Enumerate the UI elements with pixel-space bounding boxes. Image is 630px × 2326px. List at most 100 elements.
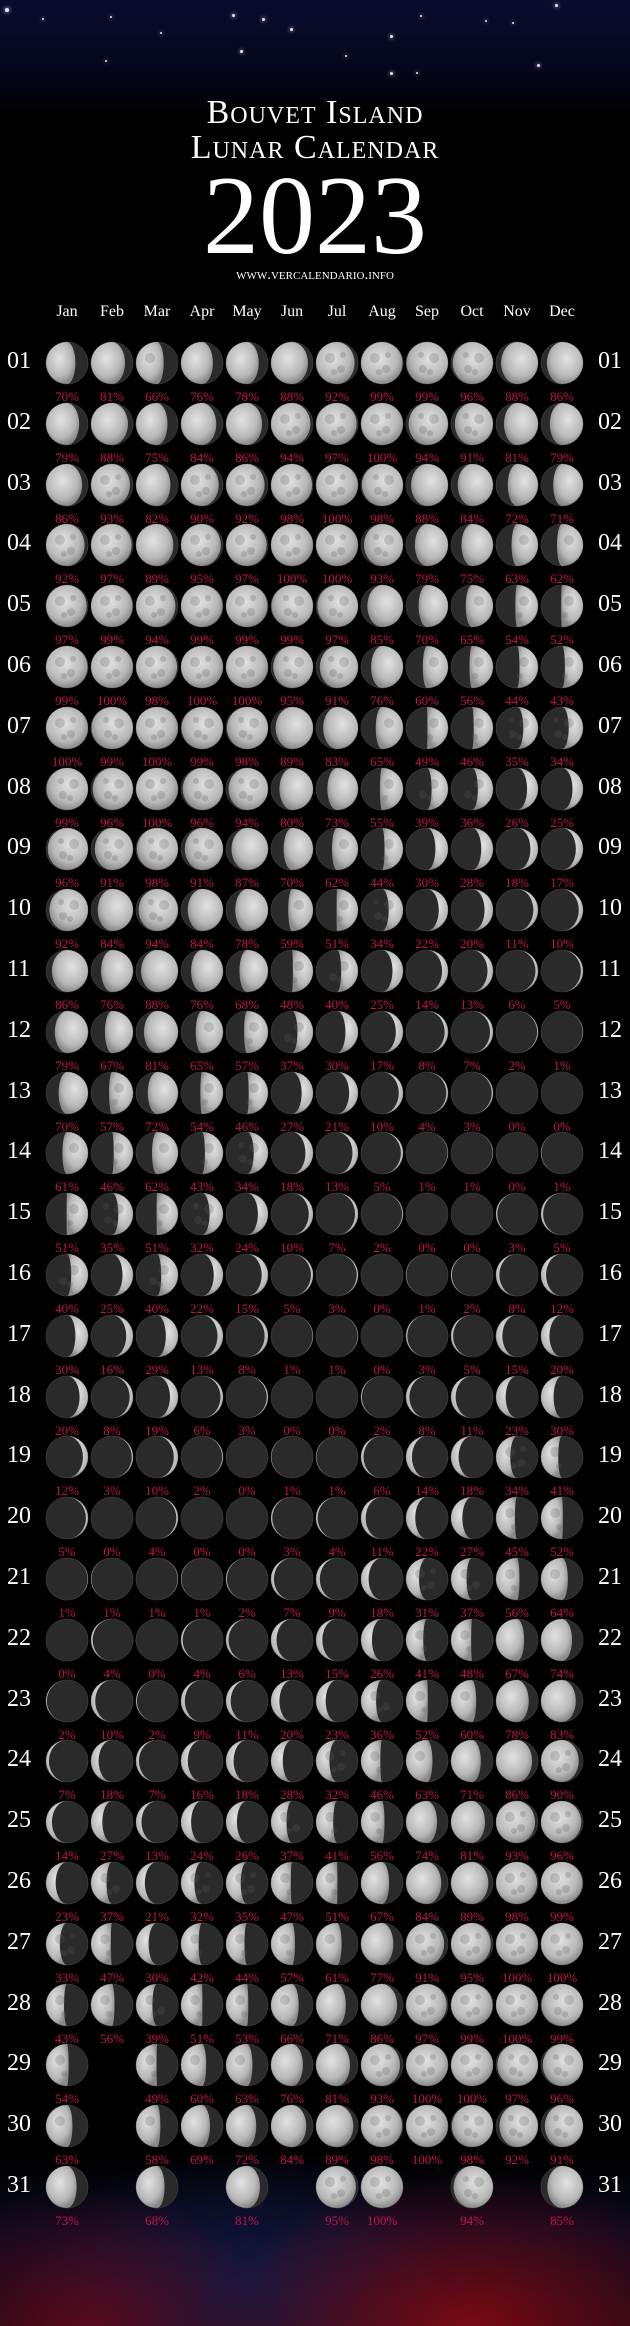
day-label-left: 30 (7, 2111, 31, 2138)
illumination-percent: 57% (235, 1057, 259, 1073)
illumination-percent: 1% (463, 1179, 481, 1195)
illumination-percent: 27% (100, 1848, 124, 1864)
moon-phase-icon (270, 2104, 314, 2148)
moon-phase-icon (315, 1679, 359, 1723)
illumination-percent: 2% (58, 1726, 76, 1742)
moon-phase-icon (90, 584, 134, 628)
illumination-percent: 21% (325, 1118, 349, 1134)
website-link[interactable]: www.vercalendario.info (236, 267, 394, 283)
title-year: 2023 (203, 154, 427, 278)
moon-phase-icon (315, 949, 359, 993)
day-label-left: 03 (7, 469, 31, 496)
illumination-percent: 10% (100, 1726, 124, 1742)
illumination-percent: 99% (280, 632, 304, 648)
moon-phase-icon (135, 1800, 179, 1844)
moon-phase-icon (495, 1192, 539, 1236)
illumination-percent: 41% (550, 1483, 574, 1499)
illumination-percent: 84% (460, 510, 484, 526)
moon-phase-icon (405, 402, 449, 446)
moon-phase-icon (405, 706, 449, 750)
illumination-percent: 48% (460, 1665, 484, 1681)
moon-phase-icon (270, 1253, 314, 1297)
moon-phase-icon (315, 827, 359, 871)
illumination-percent: 89% (280, 753, 304, 769)
illumination-percent: 88% (280, 389, 304, 404)
illumination-percent: 100% (366, 449, 398, 465)
moon-phase-icon (225, 1192, 269, 1236)
illumination-percent: 89% (145, 571, 169, 587)
moon-phase-icon (495, 645, 539, 689)
illumination-percent: 22% (190, 1301, 214, 1316)
illumination-percent: 51% (55, 1240, 79, 1256)
moon-phase-icon (315, 1983, 359, 2027)
illumination-percent: 25% (370, 997, 394, 1012)
moon-phase-icon (495, 463, 539, 507)
illumination-percent: 91% (550, 2152, 574, 2168)
day-label-right: 31 (598, 2172, 622, 2198)
month-header-feb: Feb (100, 303, 124, 320)
moon-phase-icon (180, 1739, 224, 1783)
month-header-sep: Sep (415, 303, 439, 320)
illumination-percent: 61% (55, 1179, 79, 1195)
moon-phase-icon (315, 1071, 359, 1115)
illumination-percent: 96% (55, 875, 79, 891)
illumination-percent: 79% (550, 449, 574, 465)
moon-phase-icon (495, 1375, 539, 1419)
moon-phase-icon (540, 1800, 584, 1844)
illumination-percent: 1% (553, 1179, 571, 1195)
moon-phase-icon (405, 888, 449, 932)
moon-phase-icon (315, 1922, 359, 1966)
illumination-percent: 0% (373, 1361, 391, 1377)
illumination-percent: 60% (460, 1726, 484, 1742)
illumination-percent: 66% (145, 389, 169, 404)
moon-phase-icon (495, 523, 539, 567)
day-label-right: 30 (598, 2111, 622, 2138)
moon-phase-icon (45, 1314, 89, 1358)
illumination-percent: 15% (325, 1665, 349, 1681)
moon-phase-icon (135, 1253, 179, 1297)
moon-phase-icon (180, 1861, 224, 1905)
moon-phase-icon (180, 1679, 224, 1723)
illumination-percent: 8% (418, 1422, 436, 1438)
moon-phase-icon (45, 767, 89, 811)
illumination-percent: 5% (373, 1179, 391, 1195)
day-label-right: 26 (598, 1868, 622, 1894)
illumination-percent: 68% (235, 997, 259, 1012)
moon-phase-icon (315, 341, 359, 385)
moon-phase-icon (405, 949, 449, 993)
illumination-percent: 95% (460, 1969, 484, 1985)
moon-phase-icon (270, 1010, 314, 1054)
illumination-percent: 4% (193, 1665, 211, 1681)
moon-phase-icon (90, 1679, 134, 1723)
moon-phase-icon (450, 1314, 494, 1358)
moon-phase-icon (450, 1800, 494, 1844)
moon-phase-icon (180, 949, 224, 993)
illumination-percent: 100% (411, 2152, 443, 2168)
illumination-percent: 99% (550, 2030, 574, 2046)
moon-phase-icon (225, 1253, 269, 1297)
illumination-percent: 87% (235, 875, 259, 891)
illumination-percent: 91% (415, 1969, 439, 1985)
illumination-percent: 99% (235, 632, 259, 648)
illumination-percent: 81% (325, 2091, 349, 2107)
moon-phase-icon (405, 1253, 449, 1297)
moon-phase-icon (450, 1739, 494, 1783)
moon-phase-icon (360, 1983, 404, 2027)
moon-phase-icon (540, 463, 584, 507)
moon-phase-icon (135, 1010, 179, 1054)
moon-phase-icon (135, 1435, 179, 1479)
title-subtitle: Lunar Calendar (190, 129, 440, 166)
moon-phase-icon (405, 1314, 449, 1358)
moon-phase-icon (90, 1192, 134, 1236)
illumination-percent: 7% (283, 1605, 301, 1620)
moon-phase-icon (360, 341, 404, 385)
moon-phase-icon (225, 1739, 269, 1783)
moon-phase-icon (135, 1496, 179, 1540)
moon-phase-icon (450, 1618, 494, 1662)
illumination-percent: 17% (550, 875, 574, 891)
moon-phase-icon (180, 1435, 224, 1479)
moon-phase-icon (135, 341, 179, 385)
illumination-percent: 22% (415, 1544, 439, 1560)
moon-phase-icon (225, 1983, 269, 2027)
moon-phase-icon (90, 523, 134, 567)
